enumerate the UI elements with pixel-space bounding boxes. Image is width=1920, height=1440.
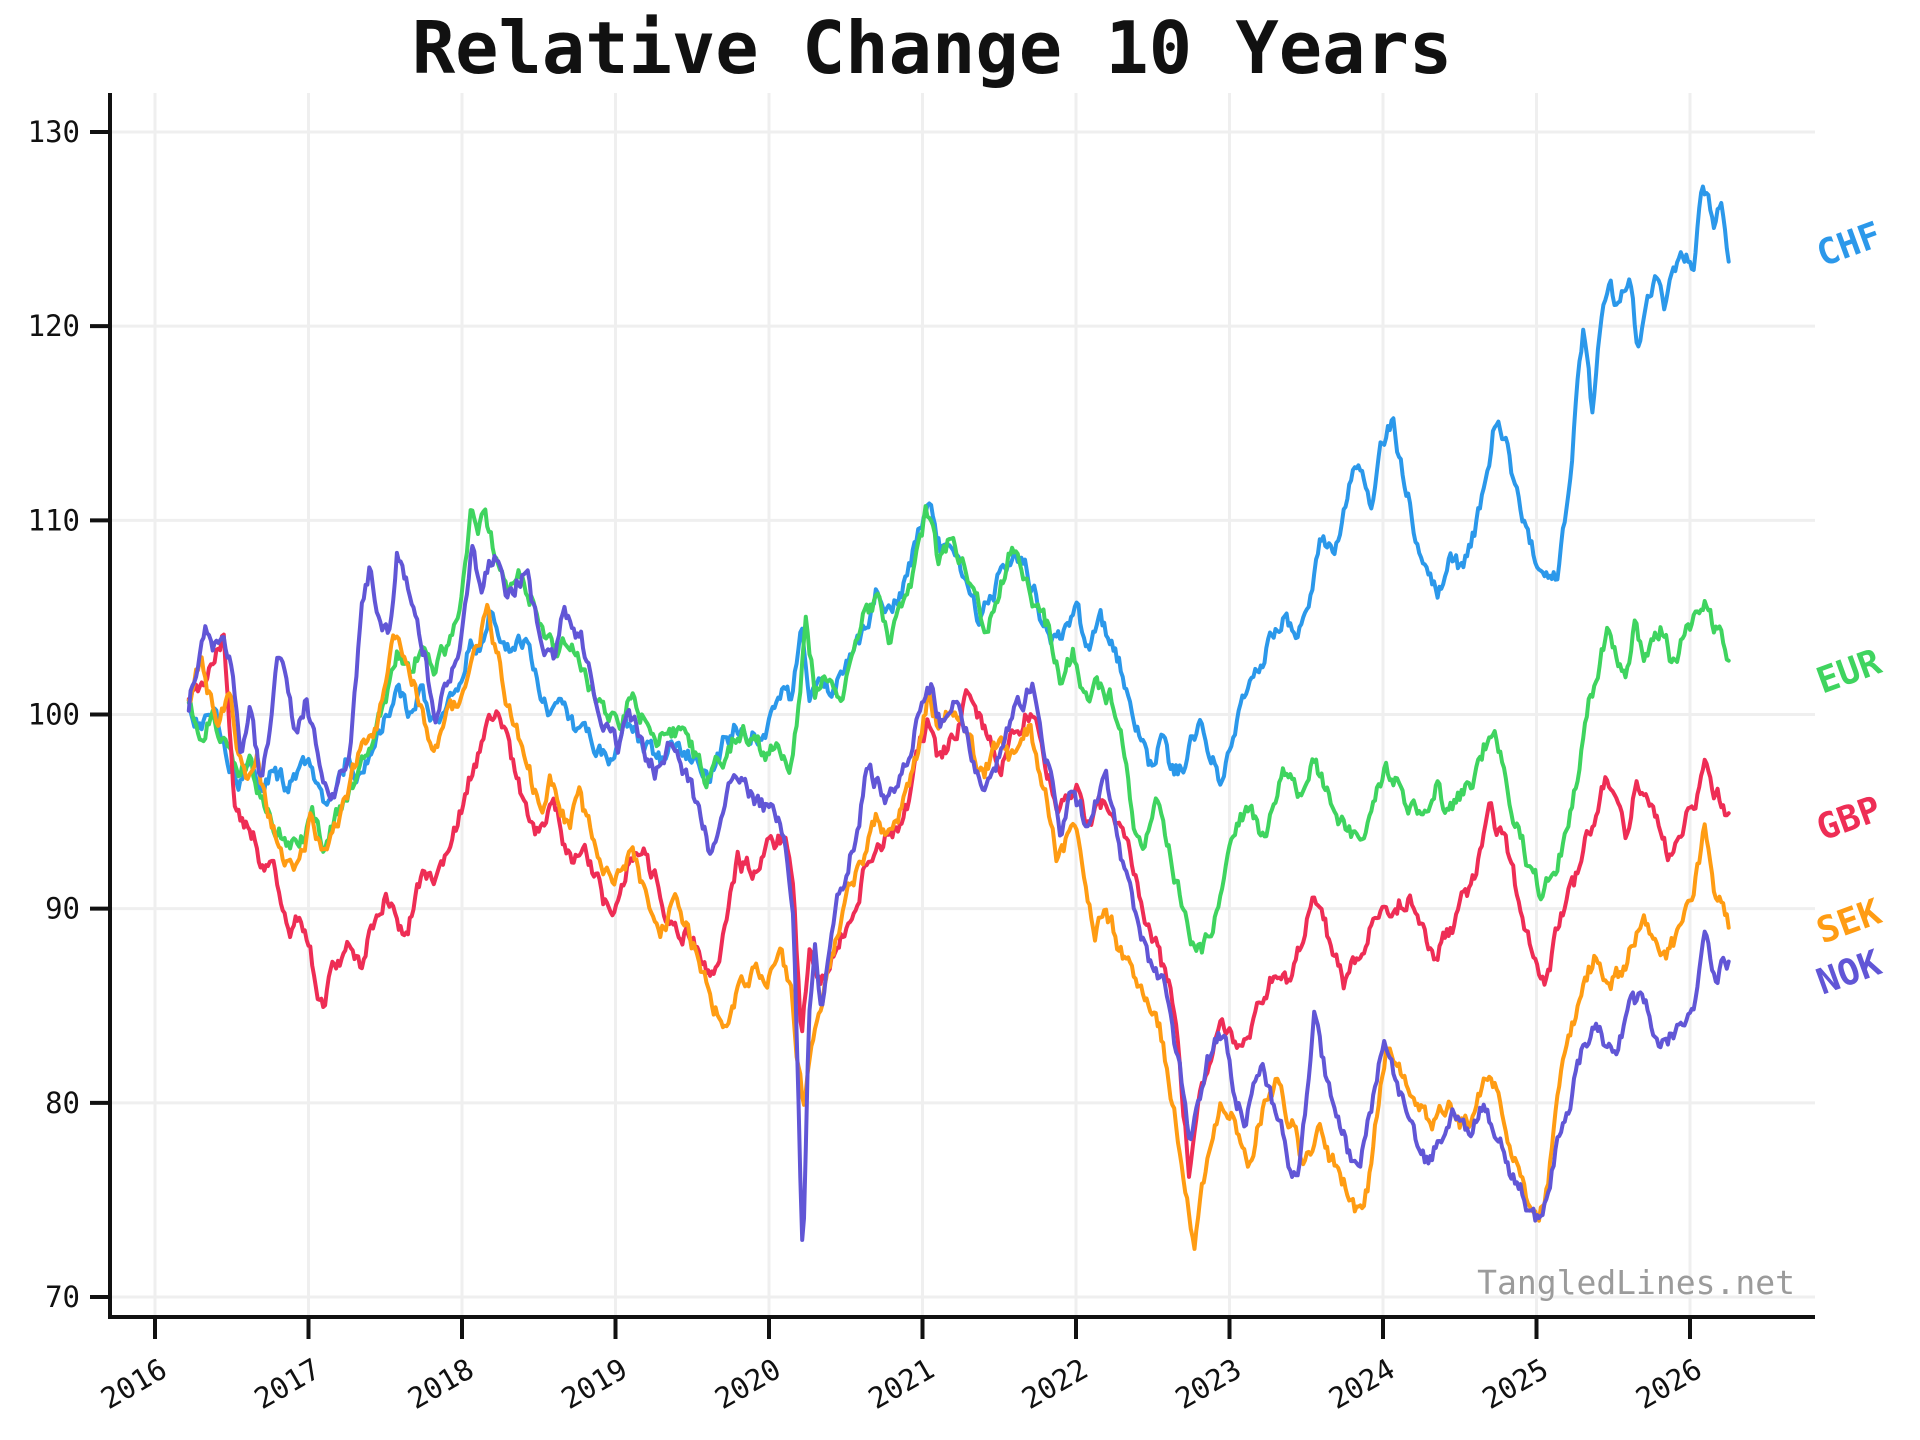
watermark: TangledLines.net (1477, 1263, 1795, 1302)
y-tick-label: 100 (28, 697, 80, 731)
x-tick-label: 2018 (402, 1352, 479, 1416)
series-line-sek (186, 602, 1731, 1251)
x-tick-label: 2024 (1323, 1352, 1400, 1416)
series-line-nok (186, 544, 1731, 1242)
series-line-eur (186, 504, 1731, 955)
x-tick-label: 2021 (863, 1352, 940, 1416)
x-tick-label: 2020 (709, 1352, 786, 1416)
y-tick-label: 80 (45, 1086, 80, 1120)
x-tick-label: 2025 (1477, 1352, 1554, 1416)
x-tick-label: 2023 (1170, 1352, 1247, 1416)
x-tick-label: 2017 (249, 1352, 326, 1416)
y-tick-label: 90 (45, 892, 80, 926)
chart-title: Relative Change 10 Years (411, 6, 1453, 90)
x-tick-label: 2019 (556, 1352, 633, 1416)
x-tick-label: 2016 (95, 1352, 172, 1416)
x-tick-label: 2022 (1016, 1352, 1093, 1416)
y-tick-label: 110 (28, 503, 80, 537)
y-tick-label: 120 (28, 309, 80, 343)
y-tick-label: 70 (45, 1280, 80, 1314)
x-tick-label: 2026 (1630, 1352, 1707, 1416)
series-line-gbp (186, 632, 1731, 1179)
y-tick-label: 130 (28, 115, 80, 149)
